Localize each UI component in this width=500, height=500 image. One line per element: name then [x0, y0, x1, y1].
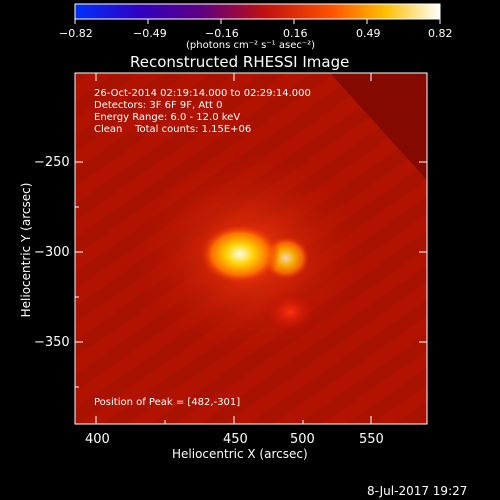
- info-energy-range: Energy Range: 6.0 - 12.0 keV: [94, 112, 241, 123]
- plot-title: Reconstructed RHESSI Image: [130, 53, 350, 71]
- y-tick-label: −250: [34, 155, 70, 170]
- y-tick-label: −350: [34, 335, 70, 350]
- colorbar-tick-label: 0.16: [283, 27, 308, 40]
- colorbar-ticks: [74, 19, 441, 24]
- colorbar-tick-label: 0.49: [356, 27, 381, 40]
- footer-date: 8-Jul-2017 19:27: [367, 484, 468, 498]
- y-tick-label: −300: [34, 245, 70, 260]
- colorbar-tick-label: 0.82: [428, 27, 453, 40]
- info-clean-counts: Clean Total counts: 1.15E+06: [94, 124, 252, 135]
- plot-frame: [74, 72, 428, 425]
- colorbar-tick-label: −0.16: [205, 27, 239, 40]
- x-tick-label: 400: [85, 432, 110, 447]
- colorbar-tick-label: −0.82: [59, 27, 93, 40]
- info-time-range: 26-Oct-2014 02:19:14.000 to 02:29:14.000: [94, 88, 311, 99]
- x-tick-label: 450: [223, 432, 248, 447]
- peak-position-text: Position of Peak = [482,-301]: [94, 397, 241, 408]
- x-tick-label: 550: [359, 432, 384, 447]
- rhessi-image: [75, 73, 427, 424]
- colorbar: [74, 3, 441, 20]
- x-axis-label: Heliocentric X (arcsec): [172, 447, 308, 461]
- y-axis-label: Heliocentric Y (arcsec): [19, 182, 33, 318]
- x-tick-label: 500: [290, 432, 315, 447]
- colorbar-tick-label: −0.49: [133, 27, 167, 40]
- info-detectors: Detectors: 3F 6F 9F, Att 0: [94, 100, 223, 111]
- colorbar-unit-label: (photons cm⁻² s⁻¹ asec⁻²): [186, 40, 316, 51]
- axis-ticks: [75, 73, 427, 424]
